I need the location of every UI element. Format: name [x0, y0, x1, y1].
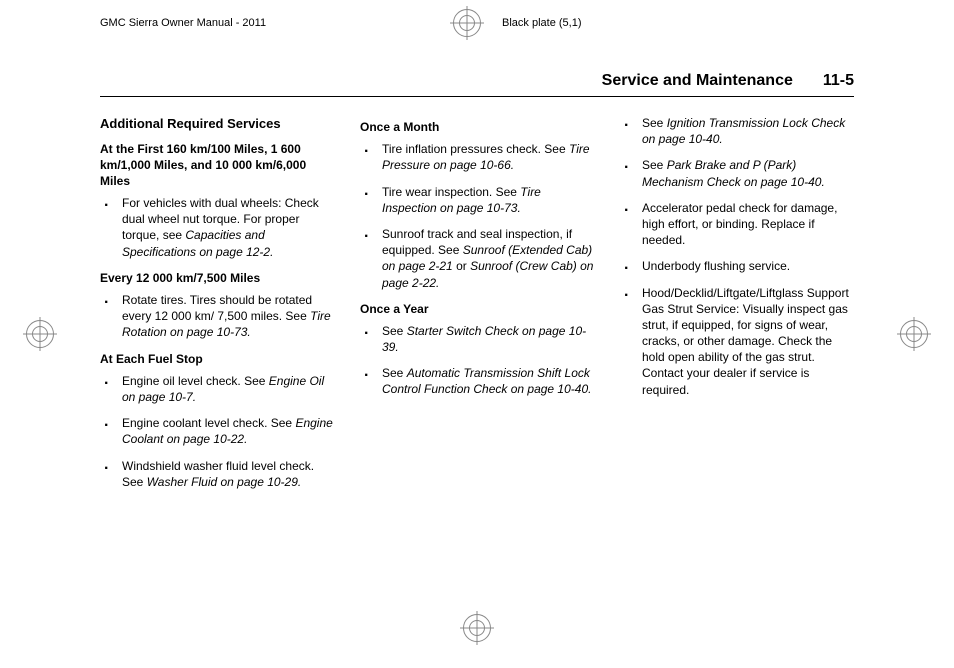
list-item: Accelerator pedal check for damage, high… [620, 200, 854, 249]
list-item: Engine coolant level check. See Engine C… [100, 415, 334, 447]
section-header: Service and Maintenance 11-5 [100, 42, 854, 97]
col1-sub2: Every 12 000 km/7,500 Miles [100, 270, 334, 286]
col1-sub3: At Each Fuel Stop [100, 351, 334, 367]
column-3: See Ignition Transmission Lock Check on … [620, 115, 854, 500]
section-title: Service and Maintenance [602, 72, 793, 90]
plate-info: Black plate (5,1) [482, 17, 854, 29]
list-item: For vehicles with dual wheels: Check dua… [100, 195, 334, 260]
text: Underbody flushing service. [642, 259, 790, 273]
text: Tire inflation pressures check. See [382, 142, 569, 156]
col2-sub1: Once a Month [360, 119, 594, 135]
list-item: Engine oil level check. See Engine Oil o… [100, 373, 334, 405]
text: Engine coolant level check. See [122, 416, 295, 430]
registration-mark-left [25, 319, 55, 349]
col1-list2: Rotate tires. Tires should be rotated ev… [100, 292, 334, 341]
text: or [453, 259, 470, 273]
list-item: Tire wear inspection. See Tire Inspectio… [360, 184, 594, 216]
col1-list3: Engine oil level check. See Engine Oil o… [100, 373, 334, 490]
text: See [382, 324, 407, 338]
registration-mark-right [899, 319, 929, 349]
list-item: Windshield washer fluid level check. See… [100, 458, 334, 490]
list-item: Rotate tires. Tires should be rotated ev… [100, 292, 334, 341]
column-2: Once a Month Tire inflation pressures ch… [360, 115, 594, 500]
col2-sub2: Once a Year [360, 301, 594, 317]
list-item: Tire inflation pressures check. See Tire… [360, 141, 594, 173]
page-content: Service and Maintenance 11-5 Additional … [100, 42, 854, 500]
ref: Washer Fluid on page 10-29. [147, 475, 302, 489]
page-number: 11-5 [823, 72, 854, 90]
list-item: See Park Brake and P (Park) Mechanism Ch… [620, 157, 854, 189]
column-1: Additional Required Services At the Firs… [100, 115, 334, 500]
col2-list2: See Starter Switch Check on page 10-39. … [360, 323, 594, 398]
col1-sub1: At the First 160 km/100 Miles, 1 600 km/… [100, 141, 334, 190]
text: Tire wear inspection. See [382, 185, 520, 199]
ref: Starter Switch Check on page 10-39. [382, 324, 586, 354]
ref: Automatic Transmission Shift Lock Contro… [382, 366, 591, 396]
print-header: GMC Sierra Owner Manual - 2011 Black pla… [0, 0, 954, 42]
text: See [642, 158, 667, 172]
col2-list1: Tire inflation pressures check. See Tire… [360, 141, 594, 291]
text: See [642, 116, 667, 130]
text: See [382, 366, 407, 380]
text: Rotate tires. Tires should be rotated ev… [122, 293, 312, 323]
text: Hood/Decklid/Liftgate/Liftglass Support … [642, 286, 849, 397]
manual-title: GMC Sierra Owner Manual - 2011 [100, 17, 452, 29]
list-item: See Starter Switch Check on page 10-39. [360, 323, 594, 355]
col3-list: See Ignition Transmission Lock Check on … [620, 115, 854, 398]
list-item: Underbody flushing service. [620, 258, 854, 274]
list-item: See Automatic Transmission Shift Lock Co… [360, 365, 594, 397]
col1-heading: Additional Required Services [100, 115, 334, 133]
text: Engine oil level check. See [122, 374, 269, 388]
registration-mark-icon [452, 8, 482, 38]
text: Accelerator pedal check for damage, high… [642, 201, 837, 247]
registration-mark-bottom [462, 613, 492, 643]
body-columns: Additional Required Services At the Firs… [100, 115, 854, 500]
ref: Ignition Transmission Lock Check on page… [642, 116, 845, 146]
ref: Park Brake and P (Park) Mechanism Check … [642, 158, 825, 188]
list-item: Hood/Decklid/Liftgate/Liftglass Support … [620, 285, 854, 398]
list-item: Sunroof track and seal inspection, if eq… [360, 226, 594, 291]
list-item: See Ignition Transmission Lock Check on … [620, 115, 854, 147]
col1-list1: For vehicles with dual wheels: Check dua… [100, 195, 334, 260]
